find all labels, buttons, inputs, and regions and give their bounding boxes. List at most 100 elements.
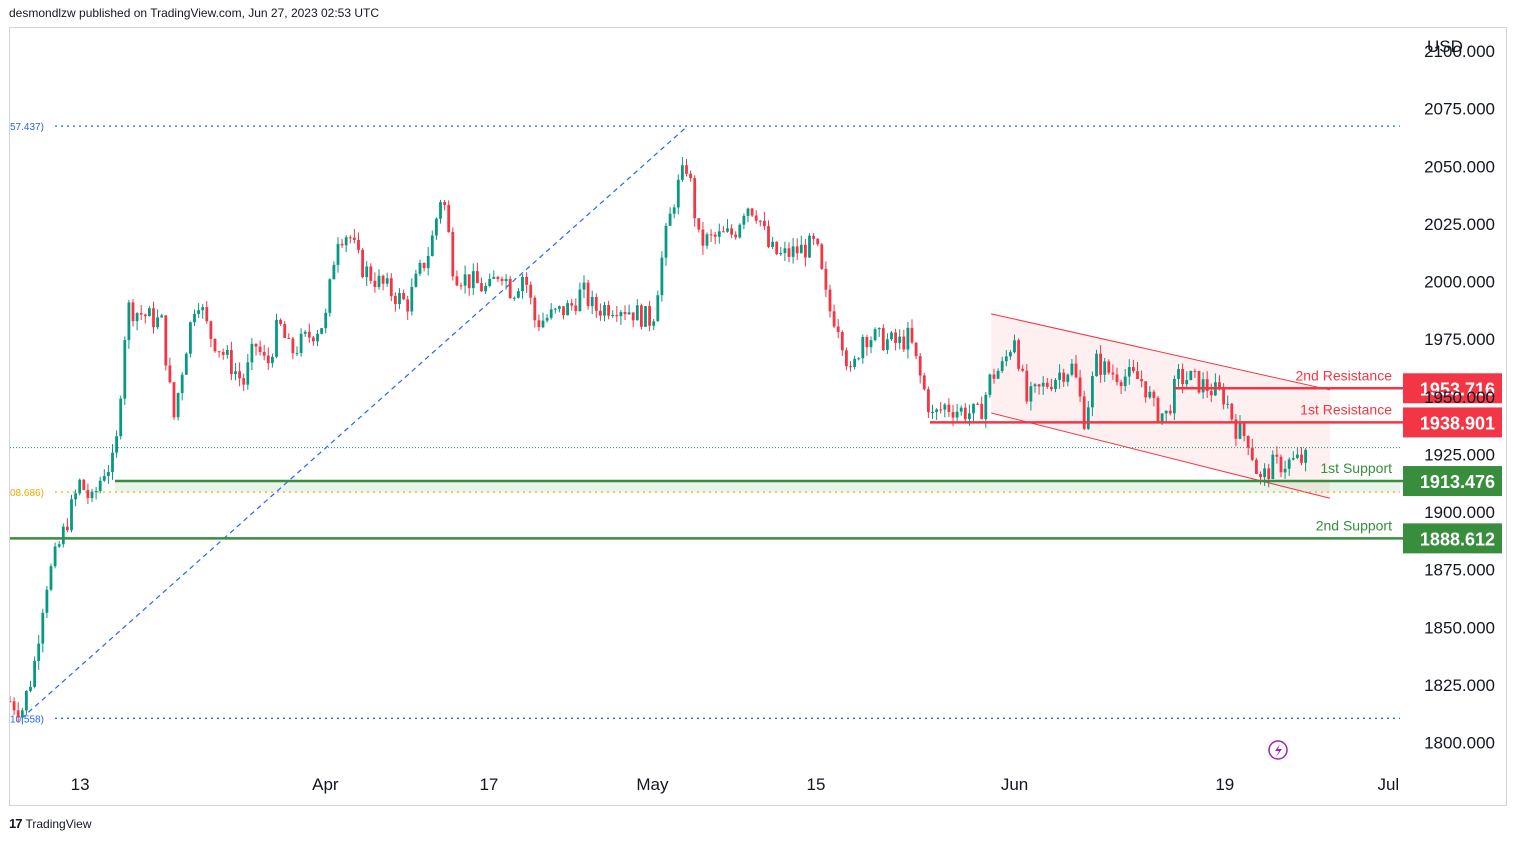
candle-body: [726, 228, 729, 232]
candle-body: [525, 276, 528, 285]
candle-body: [238, 371, 241, 379]
candle-body: [1103, 361, 1107, 375]
candle-body: [799, 244, 803, 254]
candle-body: [500, 278, 504, 282]
candle-body: [758, 220, 762, 222]
candle-body: [627, 312, 631, 315]
candle-body: [139, 313, 143, 315]
candle-body: [492, 276, 496, 279]
candle-body: [1296, 454, 1299, 458]
candle-body: [1226, 403, 1230, 405]
candle-body: [594, 296, 598, 311]
candle-body: [291, 338, 295, 354]
candle-body: [959, 407, 963, 412]
candle-body: [1070, 363, 1074, 375]
candle-body: [763, 220, 766, 227]
candle-body: [890, 332, 893, 340]
candle-body: [299, 333, 303, 354]
time-tick-label: Apr: [312, 775, 339, 794]
candle-body: [1115, 374, 1119, 383]
support-zone: [115, 481, 1400, 493]
candle-body: [279, 319, 282, 324]
candle-body: [713, 234, 717, 237]
candle-body: [927, 389, 930, 413]
candle-body: [980, 403, 984, 420]
candle-body: [29, 686, 32, 691]
candle-body: [972, 403, 975, 414]
candle-body: [1164, 410, 1168, 414]
candle-body: [1156, 397, 1160, 422]
candle-body: [746, 208, 750, 216]
publish-info: desmondlzw published on TradingView.com,…: [9, 6, 380, 20]
candle-body: [578, 289, 582, 311]
candle-body: [61, 526, 65, 545]
resistance-price-tag: [1403, 373, 1502, 404]
candle-body: [447, 204, 451, 232]
candle-body: [471, 271, 475, 289]
candle-body: [193, 313, 196, 323]
candle-body: [512, 297, 516, 299]
candle-body: [1291, 457, 1295, 460]
candle-body: [82, 479, 86, 490]
candle-body: [730, 228, 733, 235]
time-tick-label: 19: [1215, 775, 1234, 794]
time-tick-label: May: [636, 775, 669, 794]
candle-body: [1242, 422, 1246, 436]
candle-body: [963, 407, 967, 420]
resistance-price-tag-label: 1953.716: [1420, 379, 1495, 399]
candle-body: [1193, 370, 1197, 372]
candle-body: [865, 336, 869, 348]
candle-body: [287, 337, 291, 339]
candle-body: [184, 353, 188, 375]
support-level-name: 1st Support: [1320, 460, 1392, 476]
candle-body: [102, 476, 106, 481]
candle-body: [570, 303, 574, 306]
candle-body: [451, 231, 455, 277]
candle-body: [365, 266, 369, 278]
candle-body: [1209, 391, 1213, 396]
replay-icon[interactable]: [1268, 740, 1288, 760]
candle-body: [734, 234, 738, 238]
candle-body: [53, 546, 57, 567]
candle-body: [709, 234, 713, 236]
candle-body: [1029, 386, 1033, 402]
candle-body: [1250, 447, 1254, 460]
candle-body: [1222, 388, 1225, 405]
candle-body: [455, 276, 459, 286]
candle-body: [1095, 353, 1098, 377]
candle-body: [1082, 396, 1086, 429]
candle-body: [275, 319, 278, 357]
candle-body: [86, 489, 90, 499]
candle-body: [750, 208, 754, 216]
candle-body: [824, 268, 828, 290]
candle-body: [217, 351, 221, 353]
candle-body: [943, 404, 947, 410]
candle-body: [984, 394, 988, 420]
candle-body: [135, 313, 139, 322]
candle-body: [590, 296, 594, 307]
candle-body: [1009, 352, 1012, 357]
candle-body: [1127, 367, 1131, 377]
footer-brand[interactable]: TradingView: [25, 816, 92, 831]
price-tick-label: 1875.000: [1424, 561, 1495, 580]
candle-body: [742, 215, 746, 225]
candle-body: [693, 178, 697, 219]
price-tick-label: 1850.000: [1424, 618, 1495, 637]
candle-body: [180, 374, 184, 394]
time-tick-label: 15: [807, 775, 826, 794]
candle-body: [738, 224, 742, 238]
candle-body: [476, 271, 479, 284]
candle-body: [828, 289, 832, 312]
candle-body: [12, 701, 16, 711]
candle-body: [168, 365, 172, 383]
candle-body: [1054, 379, 1057, 390]
candle-body: [922, 375, 926, 390]
candle-body: [123, 340, 127, 399]
candle-body: [49, 566, 53, 590]
candle-body: [1201, 379, 1205, 393]
candle-body: [1246, 435, 1250, 448]
candle-body: [111, 452, 114, 472]
price-tick-label: 1925.000: [1424, 445, 1495, 464]
candle-body: [631, 312, 635, 321]
